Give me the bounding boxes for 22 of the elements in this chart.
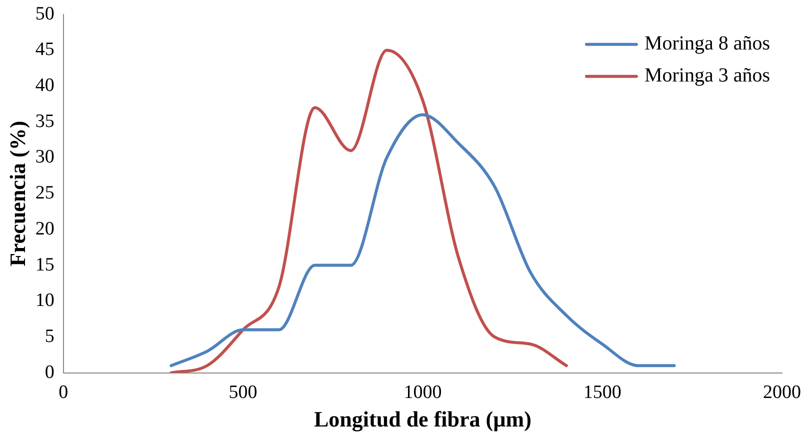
y-tick-label: 20 bbox=[35, 218, 54, 240]
x-tick-label: 0 bbox=[58, 382, 68, 404]
x-tick-label: 2000 bbox=[763, 382, 801, 404]
x-tick-label: 1500 bbox=[583, 382, 622, 404]
legend-label: Moringa 8 años bbox=[644, 32, 770, 55]
y-tick-label: 35 bbox=[35, 110, 54, 132]
y-tick-label: 50 bbox=[35, 3, 54, 24]
y-tick-label: 5 bbox=[44, 326, 54, 347]
y-tick-label: 10 bbox=[35, 290, 54, 312]
x-tick-label: 1000 bbox=[404, 382, 442, 404]
y-tick-label: 45 bbox=[35, 39, 54, 60]
y-tick-label: 30 bbox=[35, 146, 54, 168]
y-tick-label: 40 bbox=[35, 75, 54, 96]
line-series bbox=[170, 48, 568, 373]
y-axis-title: Frecuencia (%) bbox=[4, 120, 30, 266]
x-axis-title: Longitud de fibra (µm) bbox=[314, 406, 532, 432]
line-series bbox=[170, 113, 676, 368]
y-tick-label: 25 bbox=[35, 182, 54, 204]
y-tick-label: 15 bbox=[35, 254, 54, 276]
legend-label: Moringa 3 años bbox=[644, 64, 770, 87]
x-tick-label: 500 bbox=[228, 382, 258, 404]
y-tick-label: 0 bbox=[44, 362, 54, 383]
